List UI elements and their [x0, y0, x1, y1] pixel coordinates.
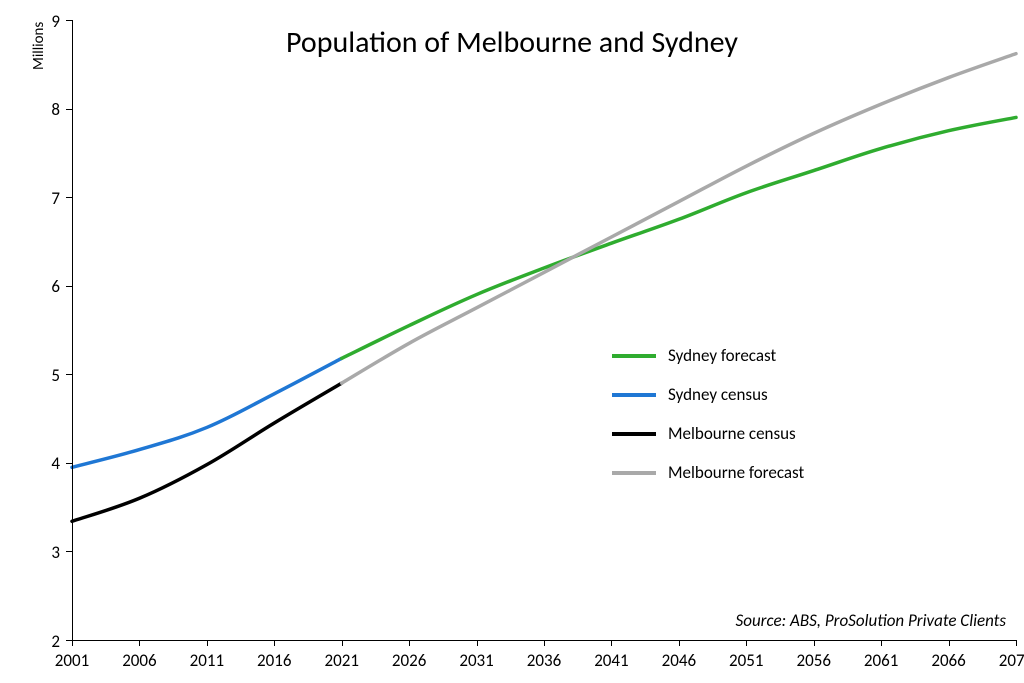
x-tick-label: 2021 — [324, 650, 358, 671]
y-tick-label: 3 — [36, 542, 60, 563]
series-melbourne-census — [72, 383, 342, 521]
series-sydney-census — [72, 358, 342, 467]
y-tick-mark — [66, 286, 72, 287]
legend-swatch — [612, 354, 656, 358]
x-tick-mark — [746, 640, 747, 646]
x-tick-mark — [139, 640, 140, 646]
x-tick-mark — [274, 640, 275, 646]
x-tick-label: 2061 — [864, 650, 898, 671]
x-tick-label: 2046 — [662, 650, 696, 671]
y-tick-mark — [66, 109, 72, 110]
y-tick-mark — [66, 640, 72, 641]
y-tick-label: 5 — [36, 365, 60, 386]
x-tick-mark — [72, 640, 73, 646]
x-tick-mark — [881, 640, 882, 646]
legend-item: Melbourne forecast — [612, 462, 804, 483]
legend-label: Melbourne forecast — [668, 462, 804, 483]
y-tick-label: 2 — [36, 631, 60, 652]
legend-swatch — [612, 432, 656, 436]
x-tick-label: 2006 — [122, 650, 156, 671]
y-tick-label: 8 — [36, 99, 60, 120]
legend-swatch — [612, 471, 656, 475]
y-tick-mark — [66, 197, 72, 198]
x-tick-label: 2001 — [55, 650, 89, 671]
x-tick-mark — [1016, 640, 1017, 646]
legend: Sydney forecast Sydney census Melbourne ce… — [612, 345, 804, 501]
legend-label: Sydney census — [668, 384, 768, 405]
legend-swatch — [612, 393, 656, 397]
x-tick-label: 2051 — [729, 650, 763, 671]
y-axis-line — [72, 20, 73, 640]
plot-area — [0, 0, 1024, 683]
x-tick-label: 2026 — [392, 650, 426, 671]
x-tick-label: 2016 — [257, 650, 291, 671]
x-tick-label: 2011 — [190, 650, 224, 671]
y-tick-label: 9 — [36, 11, 60, 32]
series-sydney-forecast — [342, 117, 1016, 358]
legend-item: Sydney forecast — [612, 345, 804, 366]
y-tick-mark — [66, 463, 72, 464]
x-tick-mark — [814, 640, 815, 646]
y-tick-label: 6 — [36, 276, 60, 297]
x-tick-label: 2071 — [999, 650, 1024, 671]
x-tick-label: 2036 — [527, 650, 561, 671]
x-tick-mark — [544, 640, 545, 646]
x-tick-label: 2031 — [459, 650, 493, 671]
x-tick-mark — [949, 640, 950, 646]
x-tick-label: 2041 — [594, 650, 628, 671]
x-tick-mark — [679, 640, 680, 646]
x-tick-mark — [409, 640, 410, 646]
x-tick-mark — [342, 640, 343, 646]
legend-item: Melbourne census — [612, 423, 804, 444]
y-tick-label: 4 — [36, 453, 60, 474]
source-attribution: Source: ABS, ProSolution Private Clients — [736, 610, 1006, 631]
y-tick-mark — [66, 551, 72, 552]
x-tick-label: 2066 — [931, 650, 965, 671]
y-tick-mark — [66, 374, 72, 375]
y-tick-label: 7 — [36, 188, 60, 209]
population-chart: Population of Melbourne and Sydney Milli… — [0, 0, 1024, 683]
x-tick-label: 2056 — [796, 650, 830, 671]
x-tick-mark — [207, 640, 208, 646]
legend-label: Sydney forecast — [668, 345, 776, 366]
y-tick-mark — [66, 20, 72, 21]
x-tick-mark — [611, 640, 612, 646]
legend-item: Sydney census — [612, 384, 804, 405]
x-tick-mark — [477, 640, 478, 646]
legend-label: Melbourne census — [668, 423, 796, 444]
